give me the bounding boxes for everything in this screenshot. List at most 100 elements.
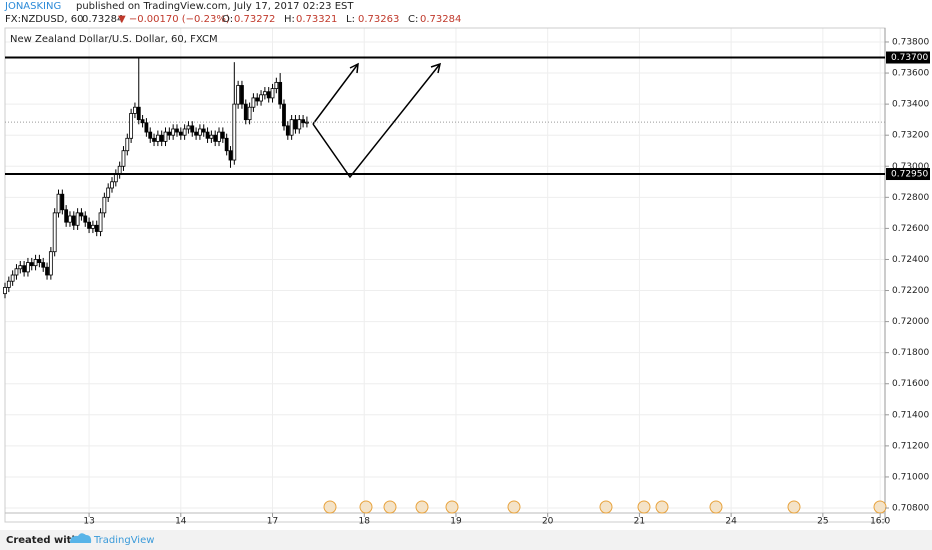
candle-body [18,265,23,270]
price-label-box [886,51,930,64]
x-tick-label: 17 [267,517,278,527]
x-tick-label: 19 [450,517,462,527]
event-icon[interactable] [599,500,613,514]
price-label: 0.72950 [891,170,928,180]
candle-body [190,125,195,133]
drawings [312,62,442,179]
candle-body [29,262,34,267]
candle-body [75,212,80,226]
event-icon[interactable] [383,500,397,514]
candle-body [282,103,286,127]
candle-body [224,137,229,152]
candle-body [33,259,38,267]
x-tick-label: 14 [175,517,187,527]
y-tick-label: 0.71200 [892,441,929,451]
candle-body [201,128,206,133]
event-icon[interactable] [637,500,651,514]
y-tick-label: 0.73200 [892,131,929,141]
candle-body [83,215,88,223]
candle-body [26,262,30,273]
event-icon[interactable] [873,500,887,514]
price-label: 0.73700 [891,53,928,63]
ohlc-label: H: [284,14,295,25]
event-icon[interactable] [787,500,801,514]
candle-body [113,173,118,183]
price-label-box [886,168,930,181]
candle-body [117,165,122,175]
candle-body [159,134,164,142]
candle-body [167,131,172,136]
y-tick-label: 0.71800 [892,348,929,358]
candle-body [6,280,11,288]
candle-body [293,119,298,130]
candle-body [209,134,214,139]
event-icon[interactable] [507,500,521,514]
candle-body [278,81,283,105]
ohlc-value: 0.73263 [358,14,399,25]
x-tick-label: 13 [83,517,94,527]
chart-title: New Zealand Dollar/U.S. Dollar, 60, FXCM [10,34,218,45]
footer-bar [0,530,932,550]
candle-body [37,259,42,263]
candle-body [289,119,294,136]
y-tick-label: 0.73800 [892,37,929,47]
candle-body [45,266,49,276]
candle-body [68,215,72,223]
candle-body [305,121,309,124]
y-tick-label: 0.70800 [892,504,929,514]
candle-body [133,106,137,114]
candle-body [3,287,7,295]
candle-body [144,122,149,133]
candle-body [64,209,69,223]
candle-body [56,193,61,214]
candle-body [48,251,53,276]
candle-body [71,215,76,226]
candle-body [79,212,84,217]
change: ▼ −0.00170 (−0.23%) [118,14,230,25]
candle-body [152,137,156,142]
ohlc-value: 0.73284 [420,14,461,25]
y-tick-label: 0.73600 [892,69,929,79]
candle-body [91,224,95,229]
x-tick-label: 21 [634,517,645,527]
ohlc-label: C: [408,14,418,25]
ohlc-value: 0.73321 [296,14,337,25]
event-icon[interactable] [445,500,459,514]
candle-body [148,131,153,139]
candle-body [155,134,160,142]
event-icon[interactable] [323,500,337,514]
ohlc-value: 0.73272 [234,14,275,25]
y-tick-label: 0.72400 [892,255,929,265]
candle-body [274,81,279,89]
candle-body [232,103,237,161]
candle-body [129,113,134,139]
author[interactable]: JONASKING [4,1,61,12]
candle-body [110,181,114,189]
candle-body [205,131,210,139]
event-icon[interactable] [359,500,373,514]
candle-body [94,224,99,232]
candle-body [22,265,27,273]
footer-created: Created with [6,535,79,546]
event-icon[interactable] [415,500,429,514]
candle-body [182,128,187,136]
event-icon[interactable] [709,500,723,514]
ohlc: O: 0.73272 H: 0.73321 L: 0.73263 C: 0.73284 [222,14,461,25]
x-tick-label: 16:0 [870,517,890,527]
brand-logo [70,533,92,543]
ohlc-label: L: [346,14,355,25]
event-icons [323,500,887,514]
footer-brand[interactable]: TradingView [93,535,154,546]
grid [5,28,885,513]
x-tick-label: 25 [817,517,828,527]
candle-body [194,131,198,136]
candle-body [240,85,244,105]
event-icon[interactable] [655,500,669,514]
candle-body [213,134,218,142]
candle-body [102,196,107,214]
candle-body [52,212,57,253]
y-tick-label: 0.71000 [892,472,929,482]
published: published on TradingView.com, July 17, 2… [76,1,354,12]
